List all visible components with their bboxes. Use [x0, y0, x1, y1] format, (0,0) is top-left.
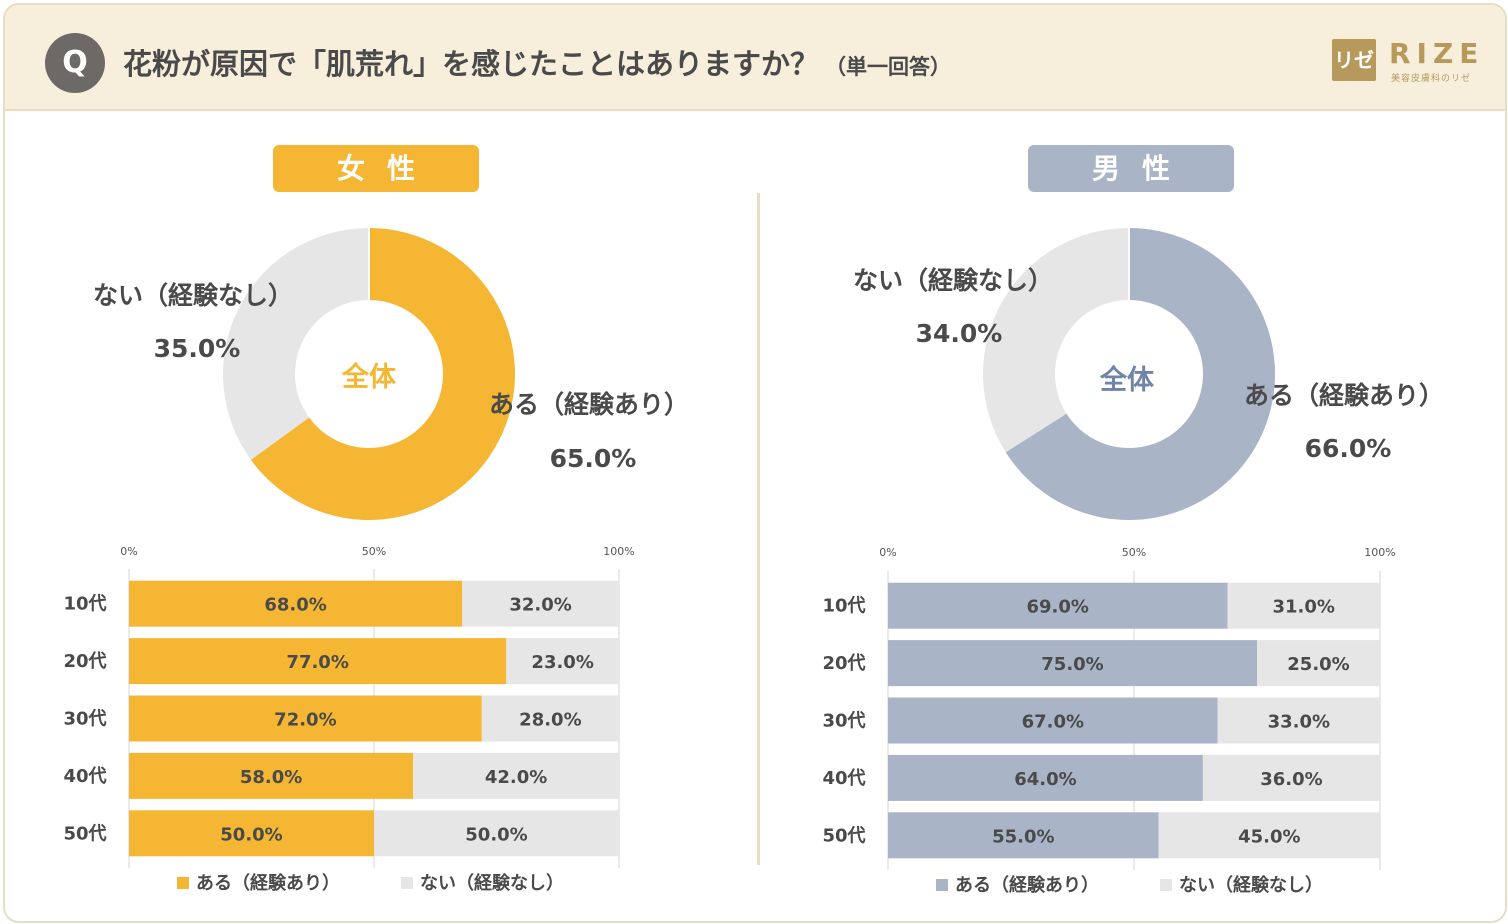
female-yes-bar-value-label: 72.0%: [274, 710, 336, 731]
charts-svg: 全体 ない（経験なし） 35.0% ある（経験あり） 65.0% 全体 ない（経…: [63, 228, 1444, 896]
male-yes-bar: [888, 697, 1218, 744]
female-donut-center-label: 全体: [341, 361, 397, 393]
male-yes-bar: [888, 754, 1203, 801]
male-tick-label: 100%: [1364, 546, 1395, 559]
female-legend-swatch: [401, 877, 413, 889]
female-yes-bar: [129, 638, 507, 685]
male-category-label: 40代: [822, 768, 865, 789]
male-no-bar-value-label: 25.0%: [1287, 654, 1349, 675]
female-donut-yes-slice: [250, 228, 515, 520]
female-category-label: 10代: [63, 594, 106, 615]
female-yes-bar: [129, 810, 374, 857]
male-yes-value: 66.0%: [1305, 434, 1392, 463]
male-category-label: 30代: [822, 711, 865, 732]
female-yes-bar: [129, 580, 463, 627]
male-donut-center-label: 全体: [1099, 364, 1155, 396]
female-yes-bar: [129, 752, 414, 799]
male-no-bar-value-label: 45.0%: [1238, 826, 1300, 847]
female-bar-chart: 0% 50% 100% 10代 68.0% 32.0% 20代 77.0% 23.0% 30代 72…: [63, 545, 634, 894]
male-yes-label: ある（経験あり）: [1244, 381, 1444, 410]
male-yes-bar-value-label: 64.0%: [1014, 769, 1076, 790]
female-donut: [223, 228, 515, 520]
question-title: 花粉が原因で「肌荒れ」を感じたことはありますか？ （単一回答）: [123, 41, 951, 83]
female-donut-no-slice: [223, 228, 369, 460]
female-tick-label: 50%: [362, 545, 386, 558]
female-yes-label: ある（経験あり）: [489, 390, 689, 419]
female-legend-swatch: [177, 877, 189, 889]
female-no-bar: [462, 580, 619, 627]
male-legend-label: ない（経験なし）: [1179, 874, 1323, 896]
female-yes-bar-value-label: 58.0%: [240, 767, 302, 788]
logo-mark: リゼ: [1332, 39, 1376, 81]
female-no-bar: [506, 638, 619, 685]
female-no-value: 35.0%: [154, 334, 241, 363]
male-yes-bar-value-label: 75.0%: [1041, 654, 1103, 675]
male-yes-bar-value-label: 67.0%: [1022, 712, 1084, 733]
female-yes-bar: [129, 695, 482, 742]
male-yes-bar: [888, 640, 1257, 687]
infographic-frame: Q 花粉が原因で「肌荒れ」を感じたことはありますか？ （単一回答） リゼ RIZE…: [3, 3, 1507, 923]
question-header: Q 花粉が原因で「肌荒れ」を感じたことはありますか？ （単一回答） リゼ RIZE…: [5, 5, 1505, 111]
female-yes-bar-value-label: 68.0%: [264, 595, 326, 616]
male-donut-no-slice: [983, 228, 1129, 453]
female-no-bar-value-label: 42.0%: [485, 767, 547, 788]
male-yes-bar-value-label: 69.0%: [1027, 597, 1089, 618]
female-legend-label: ある（経験あり）: [196, 872, 340, 894]
male-no-bar: [1202, 754, 1380, 801]
female-yes-value: 65.0%: [550, 444, 637, 473]
male-no-bar-value-label: 31.0%: [1273, 597, 1335, 618]
q-badge: Q: [45, 33, 105, 93]
male-category-label: 10代: [822, 596, 865, 617]
male-tick-label: 50%: [1122, 546, 1146, 559]
male-title: 男性: [1028, 145, 1234, 192]
male-no-bar-value-label: 36.0%: [1260, 769, 1322, 790]
male-yes-bar: [888, 812, 1159, 859]
female-no-bar-value-label: 50.0%: [465, 824, 527, 845]
male-tick-label: 0%: [879, 546, 896, 559]
question-text: 花粉が原因で「肌荒れ」を感じたことはありますか？: [123, 47, 820, 81]
male-no-bar: [1257, 640, 1380, 687]
female-tick-label: 0%: [120, 545, 137, 558]
male-legend-swatch: [1160, 879, 1172, 891]
female-no-bar-value-label: 28.0%: [519, 710, 581, 731]
logo-subtitle: 美容皮膚科のリゼ: [1391, 74, 1472, 84]
female-no-bar-value-label: 23.0%: [531, 652, 593, 673]
female-no-bar: [481, 695, 619, 742]
male-no-bar: [1227, 582, 1380, 629]
male-bar-chart: 0% 50% 100% 10代 69.0% 31.0% 20代 75.0% 25.0% 30代 67…: [822, 546, 1395, 896]
female-no-label: ない（経験なし）: [93, 281, 293, 310]
male-no-bar-value-label: 33.0%: [1268, 712, 1330, 733]
logo-text: RIZE: [1389, 37, 1485, 70]
male-category-label: 50代: [822, 825, 865, 846]
female-category-label: 50代: [63, 823, 106, 844]
male-no-label: ない（経験なし）: [853, 266, 1053, 295]
male-no-value: 34.0%: [916, 319, 1003, 348]
female-title: 女性: [273, 145, 479, 192]
female-no-bar: [374, 810, 619, 857]
male-yes-bar: [888, 582, 1228, 629]
female-yes-bar-value-label: 77.0%: [286, 652, 348, 673]
male-donut-yes-slice: [1005, 228, 1275, 521]
question-note: （単一回答）: [825, 55, 952, 79]
male-no-bar: [1217, 697, 1380, 744]
female-category-label: 20代: [63, 651, 106, 672]
female-legend-label: ない（経験なし）: [420, 872, 564, 894]
panel-divider: [757, 193, 760, 865]
female-tick-label: 100%: [603, 545, 634, 558]
female-no-bar-value-label: 32.0%: [509, 595, 571, 616]
female-category-label: 40代: [63, 766, 106, 787]
male-legend-label: ある（経験あり）: [955, 874, 1099, 896]
female-no-bar: [413, 752, 619, 799]
male-no-bar: [1158, 812, 1380, 859]
male-yes-bar-value-label: 55.0%: [992, 826, 1054, 847]
male-category-label: 20代: [822, 653, 865, 674]
female-category-label: 30代: [63, 709, 106, 730]
male-legend-swatch: [936, 879, 948, 891]
female-yes-bar-value-label: 50.0%: [220, 824, 282, 845]
male-donut: [983, 228, 1275, 521]
